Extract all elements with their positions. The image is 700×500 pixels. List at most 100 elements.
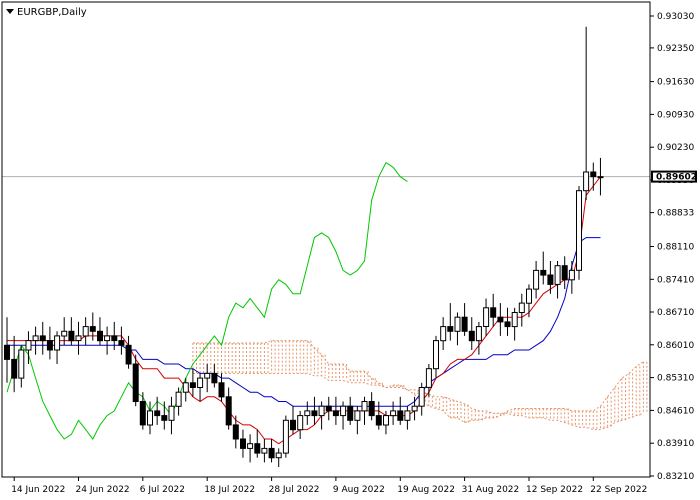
time-tick-label: 9 Aug 2022 [333,485,385,495]
candle [583,26,590,201]
candle [340,401,347,430]
time-tick-label: 28 Jul 2022 [269,485,320,495]
candle [297,410,304,439]
candle [597,157,604,196]
candle-body [397,410,404,421]
candle-body [168,405,175,421]
candle-body [261,447,268,454]
price-tick-label: 0.92350 [657,44,694,54]
candle [254,429,261,458]
candle [139,392,146,430]
candle [261,439,268,463]
candle-body [4,344,10,360]
candle [54,331,61,364]
price-tick-label: 0.90230 [657,143,694,153]
time-tick-label: 14 Jun 2022 [11,485,65,495]
candle [268,439,275,463]
candle-body [97,330,103,342]
candle-body [182,382,189,393]
candle [204,364,211,393]
candle-body [368,401,375,417]
candle-body [383,415,389,426]
candle-body [111,335,118,342]
candle [590,162,597,191]
candle-body [268,447,275,459]
price-tick-label: 0.84610 [657,406,694,416]
candle-body [275,452,282,459]
candle [147,401,153,435]
candle-body [354,410,361,421]
candle [240,429,246,458]
time-tick-label: 31 Aug 2022 [462,485,520,495]
candle-body [533,269,540,290]
time-tick-label: 6 Jul 2022 [140,485,185,495]
candle [418,382,425,416]
candle [32,326,39,355]
candle-body [490,307,497,318]
candle [290,406,296,435]
price-tick-label: 0.86710 [657,308,694,318]
cloud-span-a [192,340,644,424]
candle [518,293,525,327]
current-price-marker: 0.89602 [651,170,697,183]
candle [497,303,504,336]
symbol-header[interactable]: EURGBP,Daily [6,7,87,18]
candle [4,317,10,383]
candle-body [318,405,325,417]
candle [97,317,103,346]
candle-body [75,335,82,342]
candle [68,317,75,346]
time-axis: 14 Jun 2022 24 Jun 2022 6 Jul 2022 18 Jul 2… [11,477,647,495]
candle-body [89,326,96,332]
price-axis: 0.930300.923500.916300.909300.902300.895… [650,12,694,482]
candle-body [518,302,525,314]
candle [218,373,225,402]
candle-body [161,415,168,421]
candle-body [211,372,218,384]
candle-body [139,401,146,426]
candle-body [418,387,425,407]
candle [197,373,204,402]
candle [232,415,239,449]
candle [490,293,497,327]
candle [311,396,318,425]
candle-body [125,344,132,365]
candle [189,368,196,397]
candle [89,312,96,341]
candle [468,317,475,350]
candle [540,251,547,285]
candle-body [347,405,354,421]
candle [225,387,232,430]
candle [39,321,46,355]
candle [332,396,339,425]
price-tick-label: 0.83910 [657,439,694,449]
candle [46,326,53,360]
candle [104,326,111,355]
candle [383,410,389,435]
candle-body [504,321,511,328]
dropdown-triangle-icon[interactable] [6,9,14,14]
candle [511,307,518,341]
price-tick-label: 0.90930 [657,110,694,120]
candle-body [254,443,261,454]
candle-body [104,335,111,342]
plot-frame [1,1,651,478]
candle [425,364,432,397]
candles [4,26,604,468]
candle-body [583,171,590,192]
candle [275,448,282,468]
candle [25,331,32,364]
candle [461,303,468,336]
candle [368,392,375,421]
price-tick-label: 0.93030 [657,12,694,22]
candle [397,396,404,425]
candle-body [411,405,418,412]
candle [433,335,439,379]
current-price-label: 0.89602 [656,173,697,183]
candle-body [540,269,547,276]
candle-body [497,316,504,323]
candle [454,312,461,346]
candle [526,284,532,318]
